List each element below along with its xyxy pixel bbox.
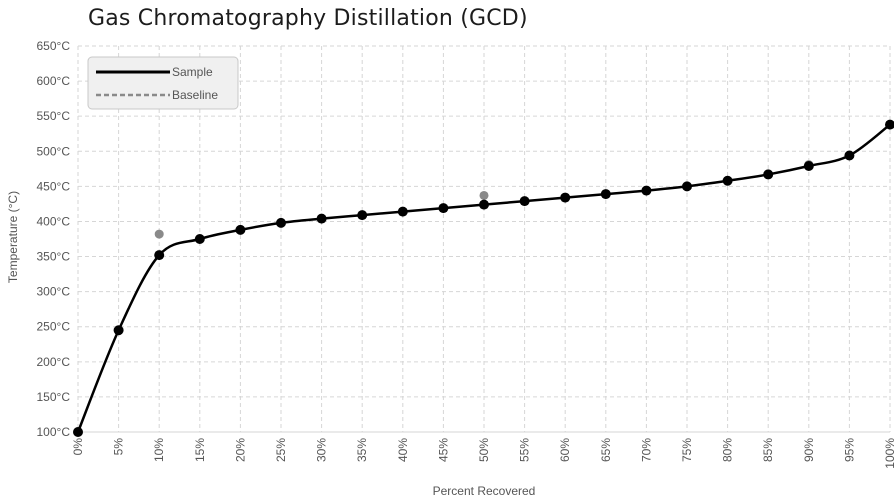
sample-point	[194, 234, 205, 244]
sample-point	[885, 119, 894, 130]
x-tick-label: 75%	[680, 438, 694, 462]
x-tick-label: 20%	[233, 438, 247, 462]
sample-point	[397, 206, 408, 217]
chart-title: Gas Chromatography Distillation (GCD)	[88, 6, 528, 31]
baseline-point	[154, 229, 164, 239]
sample-point	[154, 250, 165, 261]
y-axis-label: Temperature (°C)	[6, 191, 20, 283]
sample-point	[844, 150, 855, 161]
sample-point	[722, 175, 733, 186]
x-tick-label: 0%	[71, 438, 85, 456]
x-tick-label: 40%	[396, 438, 410, 462]
legend: Sample Baseline	[87, 56, 239, 110]
baseline-point	[479, 190, 489, 200]
x-tick-label: 80%	[721, 438, 735, 462]
y-tick-label: 600°C	[37, 74, 71, 88]
sample-point	[73, 427, 83, 437]
legend-box	[87, 56, 239, 110]
y-tick-label: 550°C	[37, 109, 71, 123]
sample-point	[682, 181, 692, 192]
sample-point	[479, 199, 489, 210]
x-tick-label: 55%	[518, 438, 532, 462]
y-tick-label: 200°C	[37, 355, 71, 369]
sample-point	[600, 189, 611, 200]
x-tick-label: 45%	[436, 438, 450, 462]
sample-point	[276, 217, 286, 228]
sample-point	[316, 213, 327, 224]
sample-point	[438, 203, 449, 214]
legend-sample-label: Sample	[172, 65, 213, 79]
x-tick-label: 70%	[639, 438, 653, 462]
sample-point	[763, 169, 774, 180]
sample-point	[113, 325, 124, 336]
x-tick-label: 60%	[558, 438, 572, 462]
y-tick-label: 650°C	[37, 39, 71, 53]
y-tick-label: 450°C	[37, 179, 71, 193]
y-tick-label: 500°C	[37, 144, 71, 158]
x-tick-label: 5%	[112, 438, 126, 456]
series-layer	[73, 119, 894, 437]
y-tick-label: 100°C	[37, 425, 71, 439]
x-tick-label: 85%	[761, 438, 775, 462]
x-tick-label: 50%	[477, 438, 491, 462]
y-tick-label: 300°C	[37, 285, 71, 299]
x-tick-label: 15%	[193, 438, 207, 462]
y-tick-label: 150°C	[37, 390, 71, 404]
sample-point	[235, 224, 246, 235]
x-tick-label: 10%	[152, 438, 166, 462]
x-tick-label: 95%	[842, 438, 856, 462]
y-tick-label: 350°C	[37, 250, 71, 264]
sample-point	[803, 161, 814, 172]
sample-point	[641, 185, 652, 196]
sample-point	[560, 192, 571, 203]
y-tick-label: 250°C	[37, 320, 71, 334]
x-tick-label: 65%	[599, 438, 613, 462]
y-axis-ticks: 100°C 150°C 200°C 250°C 300°C 350°C 400°C 450°C…	[37, 39, 71, 439]
x-tick-label: 30%	[315, 438, 329, 462]
legend-baseline-label: Baseline	[172, 88, 218, 102]
x-tick-label: 100%	[883, 438, 894, 469]
sample-point	[519, 196, 530, 207]
x-tick-label: 25%	[274, 438, 288, 462]
x-axis-ticks: 0% 5% 10% 15% 20% 25% 30% 35% 40% 45% 50% 55% 60% 65%…	[71, 438, 894, 469]
y-tick-label: 400°C	[37, 214, 71, 228]
x-tick-label: 90%	[802, 438, 816, 462]
sample-point	[357, 210, 368, 221]
x-axis-label: Percent Recovered	[433, 484, 536, 498]
x-tick-label: 35%	[355, 438, 369, 462]
